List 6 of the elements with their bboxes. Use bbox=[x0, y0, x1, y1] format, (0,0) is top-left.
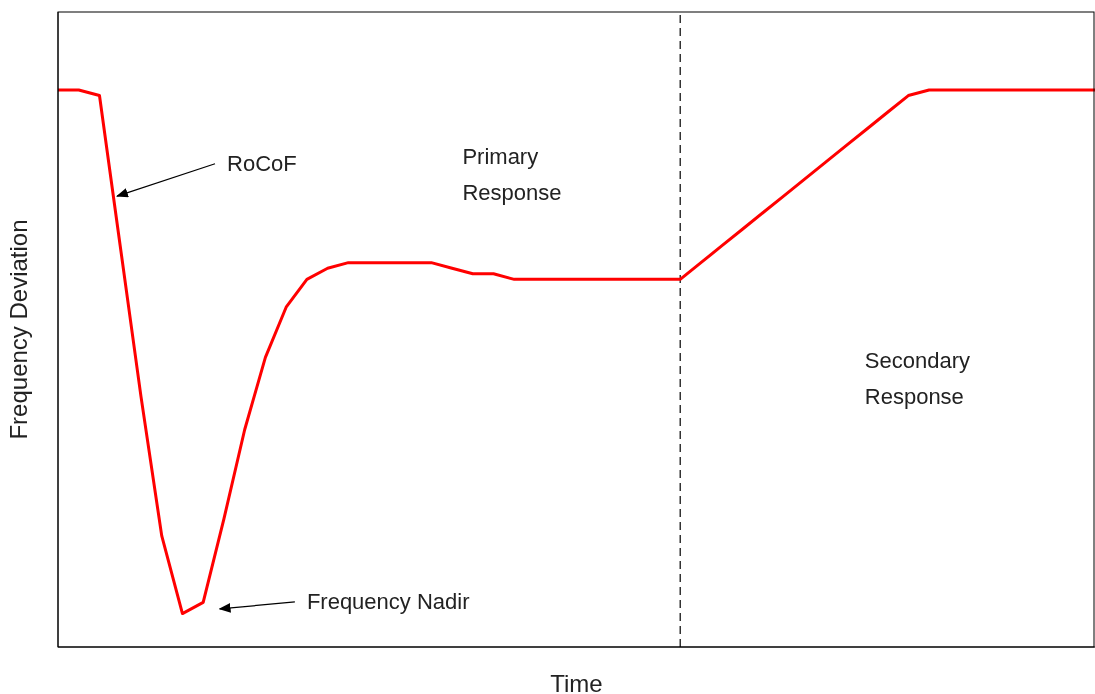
x-axis-title: Time bbox=[550, 670, 603, 694]
y-axis-title: Frequency Deviation bbox=[4, 219, 32, 440]
annotation: Primary Response bbox=[462, 144, 562, 206]
annotation: Frequency Nadir bbox=[306, 588, 470, 614]
annotation: Secondary Response bbox=[864, 347, 970, 409]
annotation: RoCoF bbox=[227, 150, 297, 176]
